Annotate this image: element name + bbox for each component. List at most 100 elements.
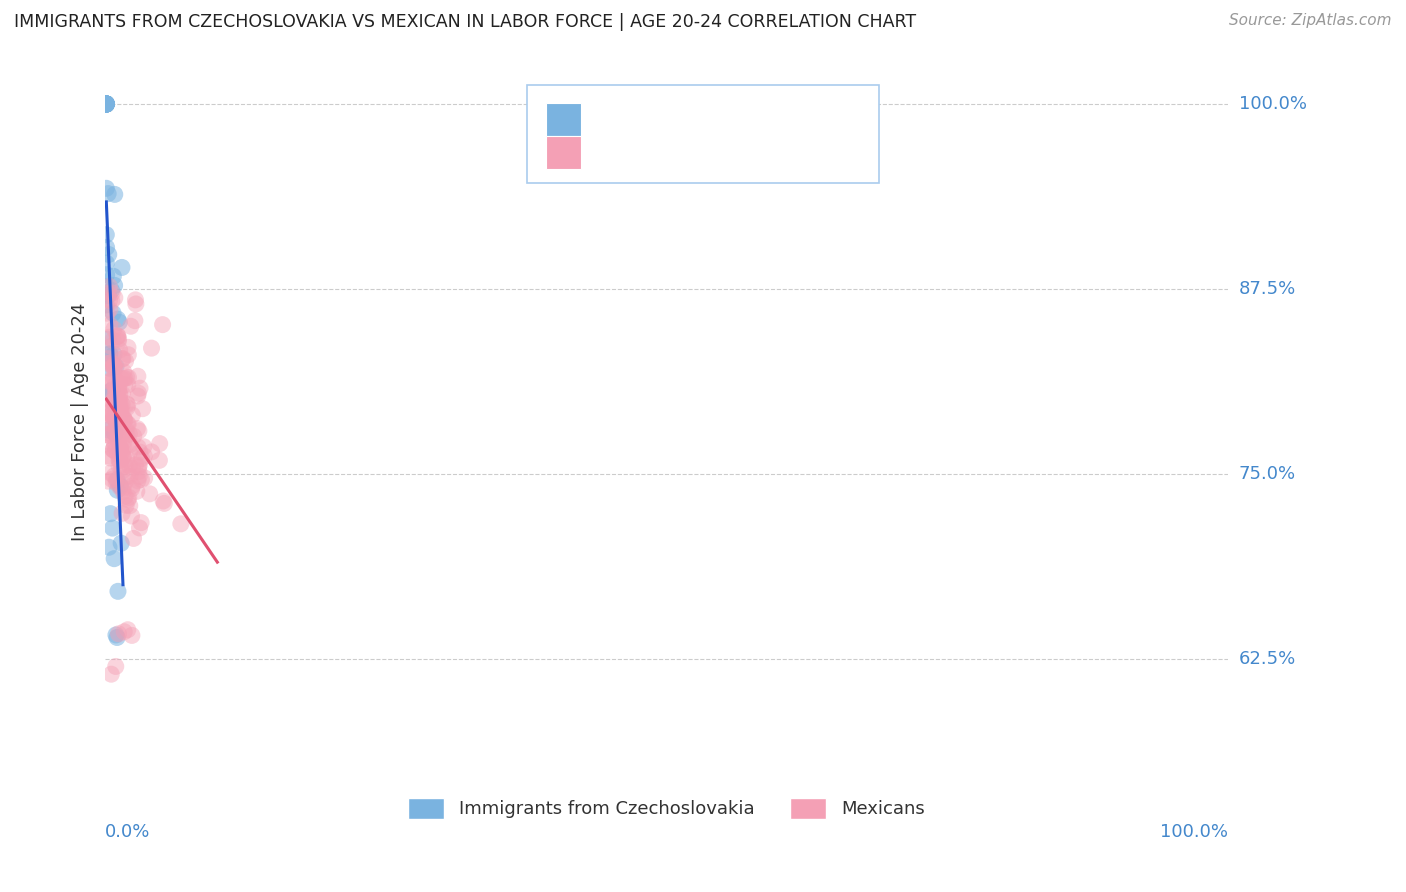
Point (105, 475, 128, 490)
Point (114, 458, 136, 473)
Point (128, 458, 150, 472)
Point (103, 269, 125, 284)
Point (127, 389, 149, 403)
Point (97, 474, 120, 488)
Point (107, 332, 129, 346)
Point (118, 458, 141, 472)
Point (134, 449, 156, 463)
Point (117, 623, 139, 637)
Point (101, 442, 124, 457)
Point (98, 417, 121, 431)
Point (101, 395, 124, 409)
Point (100, 385, 122, 400)
Point (118, 426, 141, 441)
Point (98, 347, 121, 361)
Point (131, 401, 153, 416)
Point (111, 260, 134, 275)
Point (100, 356, 122, 370)
Point (96, 268, 118, 282)
Point (101, 409, 124, 424)
Point (108, 442, 131, 456)
Point (100, 408, 122, 422)
Point (112, 425, 135, 440)
Point (111, 397, 134, 411)
Point (107, 627, 129, 641)
Point (108, 376, 131, 391)
Point (107, 403, 129, 417)
Point (125, 297, 148, 311)
Point (98, 450, 121, 465)
Point (101, 334, 124, 348)
Text: 0.519: 0.519 (630, 111, 686, 128)
Point (117, 492, 139, 507)
Point (101, 306, 124, 320)
Point (105, 483, 128, 498)
Point (120, 469, 142, 483)
Point (107, 447, 129, 461)
Point (108, 388, 131, 402)
Point (111, 450, 134, 464)
Point (104, 426, 127, 441)
Point (100, 667, 122, 681)
Point (118, 445, 141, 459)
Point (124, 313, 146, 327)
Point (149, 436, 172, 450)
Point (110, 444, 132, 458)
Point (105, 329, 128, 343)
Point (111, 351, 134, 366)
Point (96, 240, 118, 254)
Point (117, 398, 139, 412)
Point (115, 428, 138, 442)
Point (107, 432, 129, 446)
Point (112, 624, 135, 639)
Point (103, 370, 125, 384)
Point (100, 414, 122, 428)
Point (127, 474, 149, 488)
Point (117, 370, 139, 384)
Point (100, 339, 122, 353)
Point (97, 286, 120, 301)
Point (96, 306, 118, 320)
Point (96, 279, 118, 293)
Point (122, 429, 145, 443)
Point (108, 459, 131, 474)
Point (103, 425, 125, 440)
Point (101, 286, 124, 301)
Point (104, 378, 127, 392)
Point (117, 469, 139, 483)
Point (129, 381, 152, 395)
Text: 100.0%: 100.0% (1239, 95, 1306, 113)
Point (103, 397, 125, 411)
Point (96, 97, 118, 112)
Point (125, 484, 148, 499)
Point (110, 400, 132, 414)
Point (105, 631, 128, 645)
Point (104, 278, 127, 293)
Point (104, 187, 127, 202)
Point (103, 357, 125, 371)
Point (97, 247, 120, 261)
Point (103, 434, 125, 449)
Text: R =: R = (593, 111, 633, 128)
Point (132, 440, 155, 454)
Point (101, 394, 124, 409)
Text: Source: ZipAtlas.com: Source: ZipAtlas.com (1229, 13, 1392, 29)
Point (100, 387, 122, 401)
Point (148, 453, 170, 467)
Point (97, 361, 120, 376)
Point (98, 293, 121, 308)
Point (108, 479, 131, 493)
Point (103, 363, 125, 377)
Point (101, 401, 124, 415)
Point (96, 427, 118, 442)
Point (96, 97, 118, 112)
Point (98, 374, 121, 388)
Point (108, 343, 131, 357)
Point (127, 369, 149, 384)
Point (108, 453, 131, 467)
Point (103, 469, 125, 483)
Point (110, 404, 132, 418)
Point (170, 516, 193, 531)
Point (114, 371, 136, 385)
Point (104, 413, 127, 427)
